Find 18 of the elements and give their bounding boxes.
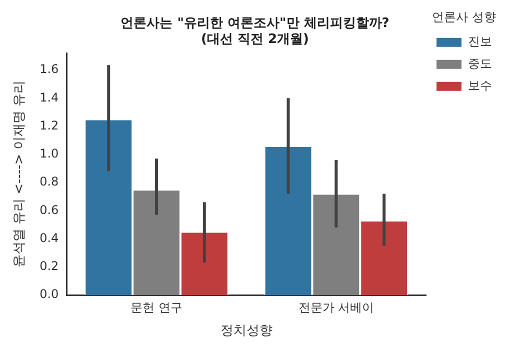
y-tick-label: 1.0 (40, 146, 59, 161)
y-tick-label: 1.4 (40, 90, 59, 104)
y-tick-label: 0.0 (40, 287, 59, 302)
legend-label: 진보 (468, 34, 492, 49)
y-tick-label: 0.2 (40, 259, 59, 274)
y-tick-label: 1.2 (40, 118, 59, 132)
y-tick-label: 1.6 (40, 62, 59, 76)
legend-label: 보수 (468, 78, 492, 93)
x-tick-label: 문헌 연구 (130, 300, 182, 314)
x-tick-label: 전문가 서베이 (298, 300, 374, 314)
chart-title: 언론사는 "유리한 여론조사"만 체리피킹할까? (대선 직전 2개월) (120, 16, 390, 47)
y-tick-label: 0.4 (40, 230, 59, 245)
legend-title: 언론사 성향 (432, 10, 496, 24)
x-axis-title: 정치성향 (220, 324, 272, 339)
y-tick-label: 0.8 (40, 174, 59, 189)
legend-label: 중도 (468, 56, 492, 71)
y-tick-label: 0.6 (40, 202, 59, 217)
y-axis-title: 윤석열 유리 <----> 이재명 유리 (12, 80, 28, 268)
